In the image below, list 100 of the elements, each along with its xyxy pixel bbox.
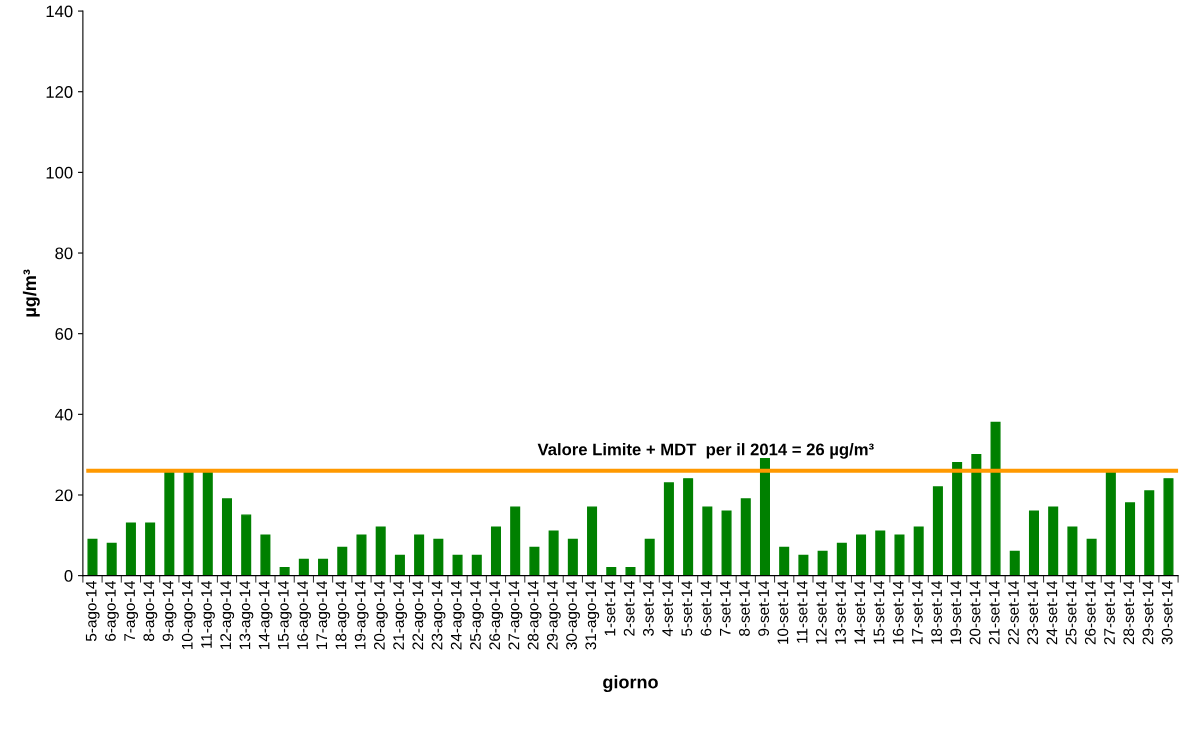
- x-tick-label: 18-set-14: [931, 580, 943, 644]
- x-tick-label: 7-ago-14: [124, 580, 139, 641]
- bar: [1086, 538, 1097, 576]
- x-tick-label: 21-ago-14: [393, 580, 408, 650]
- x-tick-label: 24-set-14: [1046, 580, 1058, 645]
- x-tick-label: 16-ago-14: [297, 580, 311, 649]
- bar: [279, 566, 290, 576]
- bar: [990, 421, 1001, 576]
- bar: [318, 558, 329, 576]
- bar: [106, 542, 117, 576]
- y-tick-label: 60: [55, 328, 73, 340]
- bar: [433, 538, 444, 576]
- bar: [1144, 490, 1155, 576]
- bar: [356, 534, 367, 576]
- x-tick-label: 8-set-14: [739, 580, 750, 636]
- bar: [1028, 510, 1039, 576]
- bar: [260, 534, 271, 576]
- x-tick-label: 25-ago-14: [470, 580, 484, 650]
- bar: [490, 526, 501, 576]
- bar: [375, 526, 386, 576]
- x-tick-label: 22-ago-14: [412, 580, 427, 650]
- x-tick-label: 17-set-14: [912, 580, 923, 644]
- x-tick-label: 27-ago-14: [508, 580, 523, 650]
- y-tick-label: 140: [46, 5, 73, 18]
- x-tick-label: 14-set-14: [854, 580, 866, 644]
- x-tick-label: 20-set-14: [969, 580, 981, 645]
- x-tick-label: 7-set-14: [719, 580, 731, 636]
- x-tick-label: 23-set-14: [1027, 580, 1039, 645]
- x-tick-label: 19-set-14: [950, 580, 962, 644]
- bar: [414, 534, 425, 576]
- x-tick-label: 22-set-14: [1008, 580, 1019, 645]
- x-tick-label: 14-ago-14: [258, 580, 273, 649]
- bar: [1048, 506, 1059, 576]
- bar: [164, 470, 175, 576]
- bar: [913, 526, 924, 576]
- x-tick-label: 6-set-14: [700, 580, 712, 636]
- y-tick-label: 40: [55, 408, 73, 421]
- bar: [87, 538, 98, 576]
- bar: [683, 478, 694, 576]
- x-tick-label: 4-set-14: [662, 580, 674, 637]
- bar: [1125, 502, 1136, 576]
- x-tick-label: 13-set-14: [835, 580, 846, 644]
- x-tick-label: 25-set-14: [1065, 580, 1077, 645]
- x-tick-label: 26-ago-14: [489, 580, 504, 650]
- x-tick-label: 1-set-14: [604, 580, 616, 636]
- bar: [606, 566, 617, 576]
- bar: [471, 554, 482, 576]
- x-tick-label: 15-set-14: [873, 580, 885, 644]
- x-tick-label: 20-ago-14: [373, 580, 388, 650]
- x-tick-label: 26-set-14: [1084, 580, 1096, 645]
- x-tick-label: 30-set-14: [1161, 580, 1173, 645]
- x-tick-label: 10-ago-14: [181, 580, 196, 649]
- x-tick-label: 8-ago-14: [143, 580, 158, 641]
- bar: [298, 558, 309, 576]
- x-tick-label: 30-ago-14: [566, 580, 580, 650]
- bar: [721, 510, 732, 576]
- bar: [817, 550, 828, 576]
- bar: [663, 482, 674, 576]
- x-tick-label: 12-ago-14: [220, 580, 235, 649]
- bar: [241, 514, 252, 576]
- bar: [932, 486, 943, 576]
- bar: [1163, 478, 1174, 576]
- x-tick-label: 31-ago-14: [585, 580, 600, 650]
- bar: [221, 498, 233, 576]
- x-tick-label: 21-set-14: [988, 580, 1000, 645]
- bar: [625, 566, 636, 576]
- x-axis-title: giorno: [603, 675, 658, 693]
- bar: [779, 546, 790, 576]
- x-tick-label: 5-set-14: [681, 580, 693, 636]
- bar: [836, 542, 847, 576]
- y-axis-title: µg/m³: [22, 269, 40, 317]
- bar: [394, 554, 405, 576]
- x-tick-label: 11-set-14: [796, 580, 808, 643]
- bar: [1009, 550, 1020, 576]
- bar: [798, 554, 809, 576]
- x-tick-label: 23-ago-14: [431, 580, 446, 650]
- y-tick-label: 80: [55, 247, 73, 260]
- x-tick-label: 9-ago-14: [162, 580, 177, 641]
- bar: [202, 470, 213, 576]
- bar: [740, 498, 751, 576]
- x-tick-label: 5-ago-14: [85, 580, 100, 642]
- x-tick-label: 19-ago-14: [354, 580, 369, 649]
- x-tick-label: 10-set-14: [777, 580, 789, 644]
- x-tick-label: 27-set-14: [1104, 580, 1115, 645]
- bar: [1105, 470, 1116, 576]
- bar: [125, 522, 136, 576]
- bar: [894, 534, 905, 576]
- bar: [702, 506, 713, 576]
- y-tick-label: 100: [46, 166, 73, 179]
- bar: [145, 522, 156, 576]
- x-tick-label: 29-ago-14: [546, 580, 561, 650]
- bar: [759, 457, 770, 576]
- x-tick-label: 15-ago-14: [278, 580, 292, 649]
- bar: [337, 546, 348, 576]
- bar: [875, 530, 886, 576]
- x-tick-label: 17-ago-14: [316, 580, 331, 649]
- bar: [952, 462, 963, 576]
- y-tick-label: 120: [46, 86, 73, 98]
- bar: [510, 506, 521, 576]
- y-tick-label: 0: [64, 570, 73, 582]
